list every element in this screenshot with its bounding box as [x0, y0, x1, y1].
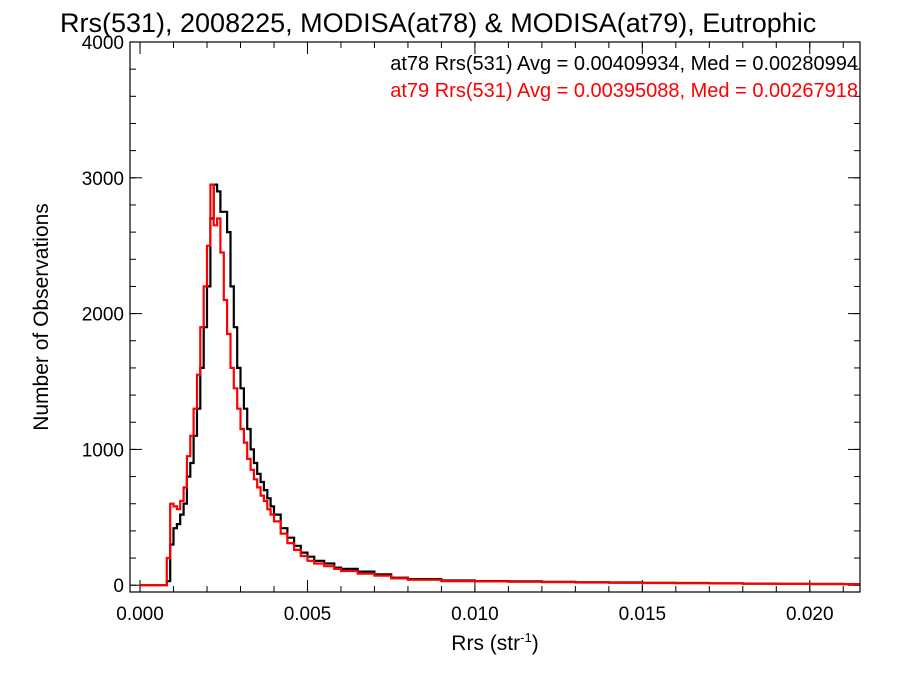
x-tick-label: 0.015: [619, 604, 667, 625]
axis-ticks: [130, 41, 860, 592]
y-axis-label: Number of Observations: [30, 203, 53, 431]
x-tick-label: 0.020: [786, 604, 834, 625]
y-tick-label: 0: [113, 576, 124, 597]
x-tick-label: 0.000: [116, 604, 164, 625]
y-tick-label: 1000: [82, 440, 124, 461]
series-line-at79: [140, 183, 860, 587]
series-group: [140, 183, 860, 587]
x-axis-label: Rrs (str-1): [451, 630, 538, 655]
x-tick-label: 0.010: [451, 604, 499, 625]
series-stats-at79: at79 Rrs(531) Avg = 0.00395088, Med = 0.…: [390, 80, 858, 102]
x-axis-label-close: ): [532, 632, 539, 655]
axis-tick-labels: 0.000 0.005 0.010 0.015 0.020 0 1000 2000 3000 40…: [82, 33, 834, 625]
series-line-at78: [140, 183, 860, 587]
series-stats-at78: at78 Rrs(531) Avg = 0.00409934, Med = 0.…: [390, 53, 858, 75]
x-tick-label: 0.005: [284, 604, 332, 625]
y-tick-label: 2000: [82, 305, 124, 326]
y-tick-label: 4000: [82, 33, 124, 54]
plot-frame: [129, 41, 861, 593]
chart-title: Rrs(531), 2008225, MODISA(at78) & MODISA…: [60, 8, 816, 38]
x-axis-label-superscript: -1: [520, 630, 532, 645]
x-axis-label-main: Rrs (str: [451, 632, 520, 655]
y-tick-label: 3000: [82, 169, 124, 190]
